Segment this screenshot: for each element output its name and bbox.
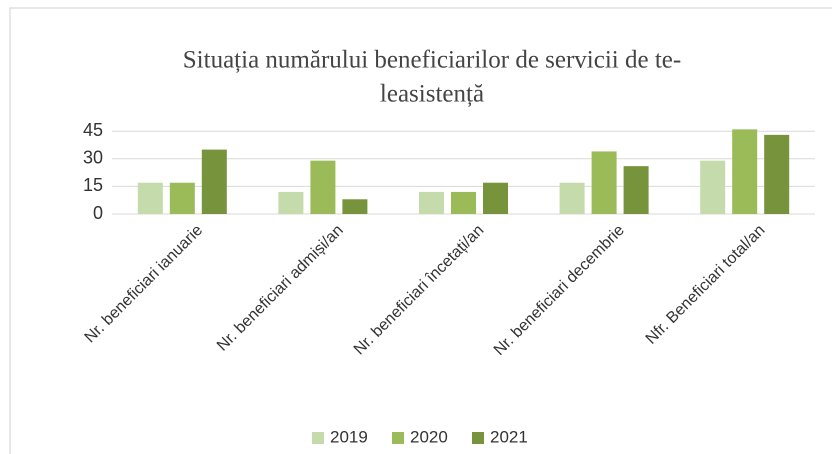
legend-swatch xyxy=(472,432,484,444)
y-tick-label: 45 xyxy=(83,120,103,140)
bar xyxy=(559,182,585,214)
bar xyxy=(169,182,195,214)
bar xyxy=(591,151,617,214)
legend-label: 2021 xyxy=(490,427,528,446)
chart-title: Situația numărului beneficiarilor de ser… xyxy=(183,47,681,74)
bar xyxy=(310,160,336,214)
legend-swatch xyxy=(312,432,324,444)
bar xyxy=(764,134,790,214)
legend-label: 2020 xyxy=(410,427,448,446)
bar xyxy=(137,182,163,214)
bar xyxy=(419,191,444,214)
chart-title: leasistență xyxy=(380,81,484,108)
bar xyxy=(732,129,758,214)
bar xyxy=(700,160,726,214)
bar xyxy=(278,191,304,214)
y-tick-label: 0 xyxy=(93,203,103,223)
bar xyxy=(483,182,508,214)
bar xyxy=(623,166,649,214)
legend-label: 2019 xyxy=(330,427,368,446)
legend-swatch xyxy=(392,432,404,444)
chart-border xyxy=(9,7,832,454)
bar xyxy=(201,149,227,214)
bar xyxy=(342,199,368,214)
y-tick-label: 15 xyxy=(83,175,103,195)
y-tick-label: 30 xyxy=(83,148,103,168)
bar xyxy=(451,191,476,214)
